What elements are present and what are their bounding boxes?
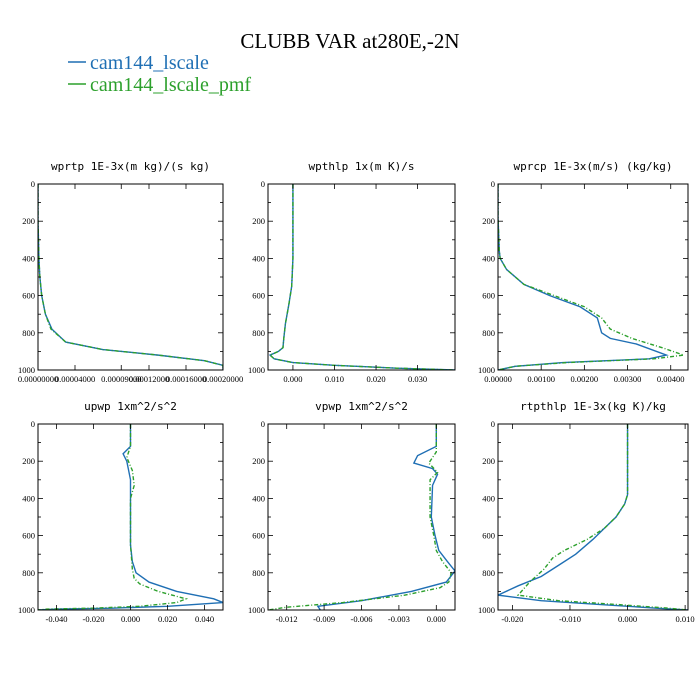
- x-tick-label: -0.006: [351, 614, 373, 624]
- y-tick-label: 400: [22, 253, 35, 263]
- panel-title: upwp 1xm^2/s^2: [84, 400, 177, 413]
- y-tick-label: 400: [482, 493, 495, 503]
- y-tick-label: 800: [22, 568, 35, 578]
- x-tick-label: -0.010: [559, 614, 581, 624]
- panel-title: vpwp 1xm^2/s^2: [315, 400, 408, 413]
- y-tick-label: 0: [31, 419, 35, 429]
- y-tick-label: 200: [22, 456, 35, 466]
- series-line-lscale: [38, 424, 223, 610]
- x-tick-label: 0.00400: [657, 374, 685, 384]
- plot-frame: [267, 423, 456, 611]
- panel-4: upwp 1xm^2/s^2 0 200 400 600 800 1000 -0.040 -0.…: [18, 400, 224, 624]
- y-tick-label: 200: [22, 216, 35, 226]
- y-tick-label: 200: [252, 456, 265, 466]
- y-tick-label: 800: [252, 568, 265, 578]
- x-tick-label: 0.000: [427, 614, 446, 624]
- x-tick-label: 0.00200: [571, 374, 599, 384]
- y-tick-label: 0: [261, 179, 265, 189]
- x-tick-label: 0.000: [121, 614, 140, 624]
- plot-frame: [267, 183, 456, 371]
- plot-frame: [497, 183, 689, 371]
- panel-grid: wprtp 1E-3x(m kg)/(s kg) 0 200 400 600 800 100…: [18, 160, 695, 624]
- legend: cam144_lscale cam144_lscale_pmf: [68, 52, 251, 96]
- y-tick-label: 600: [22, 531, 35, 541]
- y-tick-label: 800: [482, 568, 495, 578]
- legend-label-lscale: cam144_lscale: [90, 52, 209, 74]
- x-tick-label: 0.040: [195, 614, 214, 624]
- x-tick-label: 0.00300: [614, 374, 642, 384]
- x-tick-label: -0.012: [276, 614, 298, 624]
- y-tick-label: 800: [22, 328, 35, 338]
- x-tick-label: 0.000: [283, 374, 302, 384]
- x-tick-label: 0.010: [676, 614, 695, 624]
- y-tick-label: 600: [252, 291, 265, 301]
- series-line-lscale: [316, 424, 455, 610]
- x-tick-label: 0.00100: [527, 374, 555, 384]
- x-tick-label: 0.00009000: [101, 374, 141, 384]
- panel-5: vpwp 1xm^2/s^2 0 200 400 600 800 1000 -0.012 -0.…: [248, 400, 456, 624]
- series-line-lscale-pmf: [38, 424, 189, 610]
- y-tick-label: 400: [252, 493, 265, 503]
- panel-2: wpthlp 1x(m K)/s 0 200 400 600 800 1000 0.000 0.…: [248, 160, 456, 384]
- x-tick-label: 0.00020000: [203, 374, 243, 384]
- y-tick-label: 600: [22, 291, 35, 301]
- x-tick-label: 0.030: [408, 374, 427, 384]
- y-tick-label: 600: [252, 531, 265, 541]
- y-tick-label: 1000: [18, 605, 35, 615]
- x-tick-label: -0.020: [501, 614, 523, 624]
- y-tick-label: 800: [252, 328, 265, 338]
- series-line-lscale: [498, 424, 688, 610]
- x-tick-label: -0.040: [46, 614, 68, 624]
- series-line-lscale: [38, 184, 223, 370]
- y-tick-label: 600: [482, 291, 495, 301]
- legend-label-pmf: cam144_lscale_pmf: [90, 74, 251, 96]
- panel-title: rtpthlp 1E-3x(kg K)/kg: [520, 400, 666, 413]
- x-tick-label: 0.00000000: [18, 374, 58, 384]
- x-tick-label: 0.000: [618, 614, 637, 624]
- y-tick-label: 1000: [248, 365, 265, 375]
- panel-title: wpthlp 1x(m K)/s: [309, 160, 415, 173]
- y-tick-label: 1000: [18, 365, 35, 375]
- x-tick-label: 0.020: [158, 614, 177, 624]
- series-line-lscale-pmf: [268, 424, 453, 610]
- y-tick-label: 0: [491, 179, 495, 189]
- x-tick-label: -0.009: [313, 614, 335, 624]
- y-tick-label: 0: [261, 419, 265, 429]
- series-line-lscale-pmf: [268, 184, 455, 370]
- series-line-lscale: [498, 184, 669, 370]
- panel-1: wprtp 1E-3x(m kg)/(s kg) 0 200 400 600 800 100…: [18, 160, 243, 384]
- y-tick-label: 600: [482, 531, 495, 541]
- y-tick-label: 400: [252, 253, 265, 263]
- panel-title: wprtp 1E-3x(m kg)/(s kg): [51, 160, 210, 173]
- y-tick-label: 1000: [478, 605, 495, 615]
- y-tick-label: 400: [482, 253, 495, 263]
- x-tick-label: 0.00012000: [129, 374, 169, 384]
- y-tick-label: 200: [482, 216, 495, 226]
- series-line-lscale-pmf: [498, 184, 684, 370]
- x-tick-label: 0.00004000: [55, 374, 95, 384]
- x-tick-label: -0.020: [83, 614, 105, 624]
- y-tick-label: 400: [22, 493, 35, 503]
- y-tick-label: 0: [491, 419, 495, 429]
- x-tick-label: 0.010: [325, 374, 344, 384]
- y-tick-label: 1000: [248, 605, 265, 615]
- panel-6: rtpthlp 1E-3x(kg K)/kg02004006008001000-…: [478, 400, 695, 624]
- y-tick-label: 200: [482, 456, 495, 466]
- y-tick-label: 0: [31, 179, 35, 189]
- panel-title: wprcp 1E-3x(m/s) (kg/kg): [514, 160, 673, 173]
- x-tick-label: 0.00016000: [166, 374, 206, 384]
- x-tick-label: -0.003: [388, 614, 410, 624]
- y-tick-label: 1000: [478, 365, 495, 375]
- series-line-lscale-pmf: [516, 424, 688, 610]
- x-tick-label: 0.00000: [484, 374, 512, 384]
- panel-3: wprcp 1E-3x(m/s) (kg/kg) 0 200 400 600 800 100…: [478, 160, 689, 384]
- x-tick-label: 0.020: [366, 374, 385, 384]
- figure-title: CLUBB VAR at280E,-2N: [240, 29, 459, 53]
- y-tick-label: 200: [252, 216, 265, 226]
- y-tick-label: 800: [482, 328, 495, 338]
- series-line-lscale: [268, 184, 455, 370]
